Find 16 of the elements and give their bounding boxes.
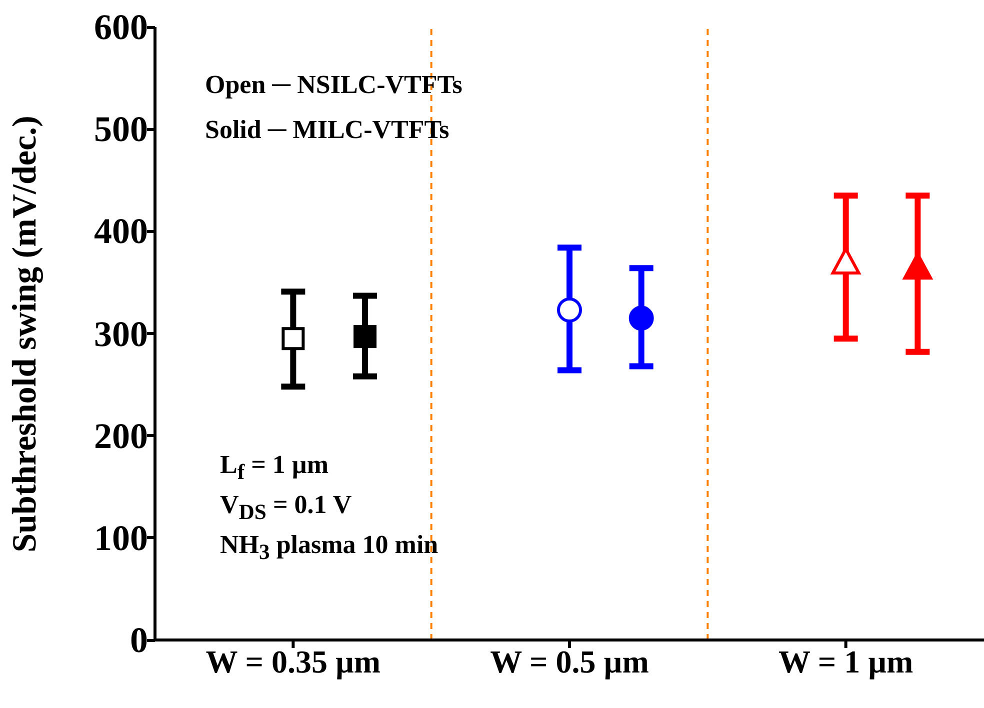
y-tick-label: 200 bbox=[94, 414, 148, 458]
annotation: Open ─ NSILC-VTFTs bbox=[205, 70, 462, 100]
x-tick-label: W = 1 µm bbox=[778, 644, 914, 680]
x-tick-label: W = 0.5 µm bbox=[490, 644, 650, 680]
annotation: Solid ─ MILC-VTFTs bbox=[205, 115, 450, 145]
y-tick-label: 300 bbox=[94, 312, 148, 356]
y-tick-label: 400 bbox=[94, 210, 148, 254]
y-axis-title: Subthreshold swing (mV/dec.) bbox=[6, 115, 44, 552]
y-tick-label: 100 bbox=[94, 516, 148, 560]
x-tick-label: W = 0.35 µm bbox=[206, 644, 381, 680]
y-tick-label: 0 bbox=[130, 619, 148, 662]
y-tick-label: 500 bbox=[94, 108, 148, 152]
annotation: L$_{f}$ = 1 µm bbox=[220, 450, 329, 486]
annotation: NH$_{3}$ plasma 10 min bbox=[220, 530, 438, 566]
y-tick-label: 600 bbox=[94, 6, 148, 49]
annotation: V$_{DS}$ = 0.1 V bbox=[220, 490, 352, 526]
